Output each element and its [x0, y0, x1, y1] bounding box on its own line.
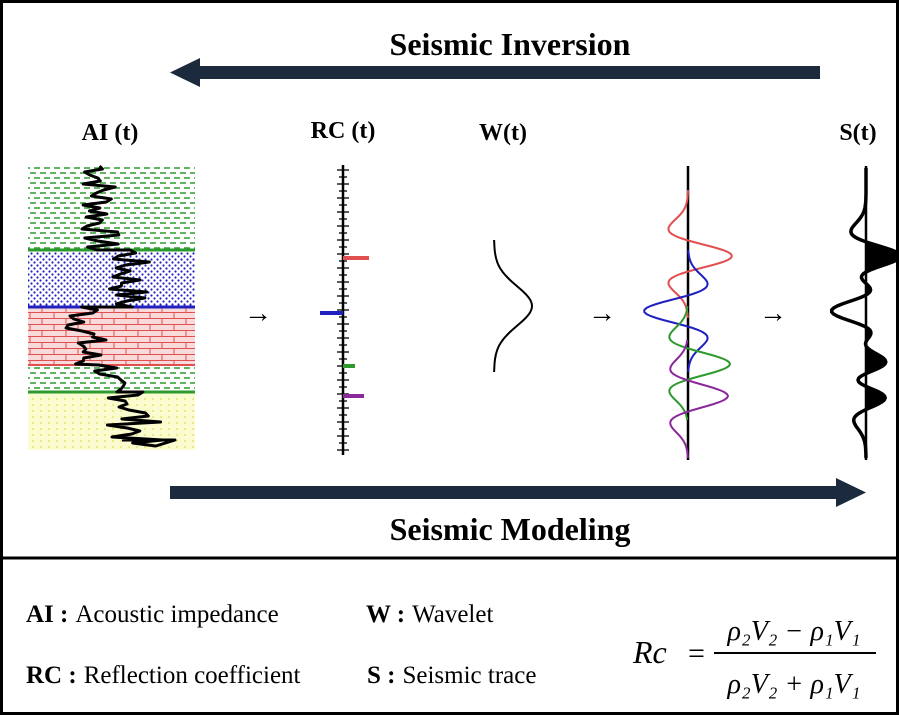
wavelet-curve — [493, 239, 534, 373]
rc-header: RC (t) — [311, 118, 376, 144]
seismic-inversion-label: Seismic Inversion — [390, 26, 631, 62]
convolved-wavelet-red — [667, 190, 734, 319]
formula-lhs: Rc — [632, 634, 667, 670]
legend: AI : Acoustic impedance W : Wavelet RC : Re… — [26, 601, 536, 689]
convolved-wavelet-purple — [669, 339, 730, 459]
formula-equals: = — [688, 637, 705, 670]
w-header: W(t) — [479, 120, 527, 146]
layer-shale-top — [28, 166, 195, 250]
seismic-trace — [829, 166, 899, 460]
legend-s: S : Seismic trace — [367, 662, 536, 689]
trace-positive-fill — [866, 168, 898, 458]
reflection-coefficient-formula: Rc = ρ₂V₂ − ρ₁V₁ ρ₂V₂ + ρ₁V₁ — [632, 616, 876, 700]
formula-denominator: ρ₂V₂ + ρ₁V₁ — [727, 669, 861, 700]
s-header: S(t) — [839, 120, 876, 146]
modeling-arrow — [170, 478, 866, 507]
rc-ticks — [337, 169, 349, 451]
legend-rc: RC : Reflection coefficient — [26, 662, 301, 689]
legend-ai: AI : Acoustic impedance — [26, 601, 279, 628]
convolved-wavelet-green — [668, 305, 732, 421]
impedance-log-curve — [64, 164, 177, 448]
layer-limestone-red — [28, 307, 195, 365]
ai-header: AI (t) — [82, 120, 139, 146]
formula-numerator: ρ₂V₂ − ρ₁V₁ — [727, 616, 861, 647]
reflection-coefficient-series — [320, 165, 369, 455]
legend-w: W : Wavelet — [366, 601, 493, 628]
seismic-modeling-label: Seismic Modeling — [390, 511, 631, 547]
convolution-panel — [643, 166, 734, 460]
inversion-arrow — [170, 58, 820, 87]
layer-sand-blue — [28, 250, 195, 307]
trace-curve — [829, 168, 899, 459]
step-arrow-1: → — [244, 298, 272, 329]
step-arrow-2: → — [588, 298, 616, 329]
step-arrow-3: → — [759, 298, 787, 329]
